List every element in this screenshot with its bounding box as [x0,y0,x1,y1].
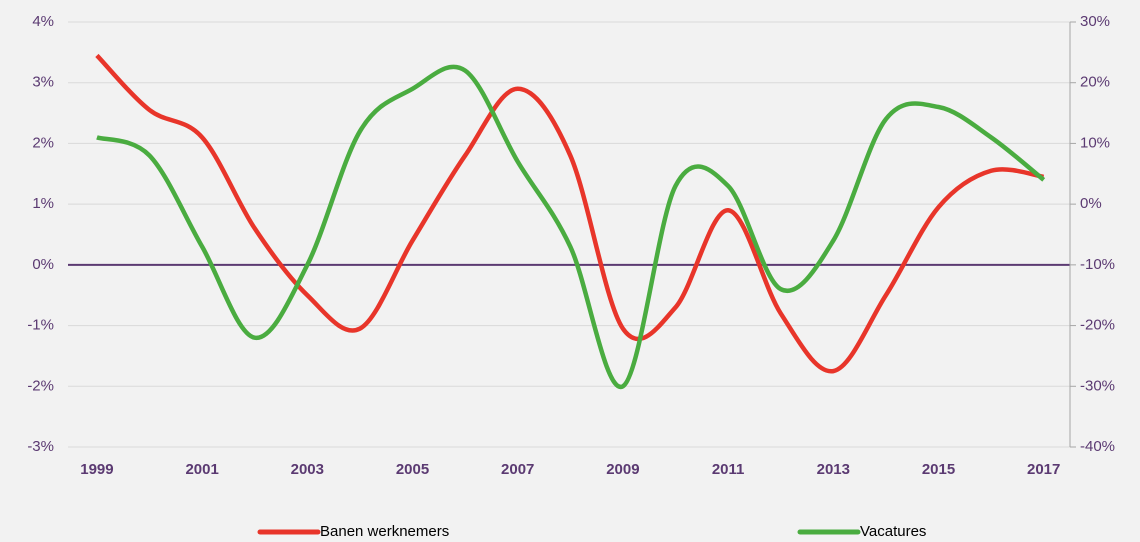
y-tick-label: -3% [27,438,54,455]
y-tick-label: 3% [32,74,54,91]
legend-label: Vacatures [860,523,926,540]
x-tick-label: 2013 [817,461,850,478]
y2-tick-label: -40% [1080,438,1115,455]
x-tick-label: 2011 [712,461,745,478]
y-tick-label: -1% [27,317,54,334]
y2-tick-label: 10% [1080,134,1110,151]
series-line [96,64,1046,389]
x-tick-label: 2007 [501,461,534,478]
x-tick-label: 2015 [922,461,955,478]
y-tick-label: 0% [32,256,54,273]
y2-tick-label: -10% [1080,256,1115,273]
x-tick-label: 2001 [185,461,218,478]
y2-tick-label: -20% [1080,317,1115,334]
y2-tick-label: 0% [1080,195,1102,212]
x-tick-label: 2005 [396,461,429,478]
x-tick-label: 2009 [606,461,639,478]
series-line [95,53,1045,374]
y-tick-label: 4% [32,13,54,30]
y2-tick-label: 20% [1080,74,1110,91]
x-tick-label: 2017 [1027,461,1060,478]
y-tick-label: -2% [27,377,54,394]
y-tick-label: 1% [32,195,54,212]
legend-label: Banen werknemers [320,523,449,540]
y2-tick-label: 30% [1080,13,1110,30]
x-tick-label: 2003 [291,461,324,478]
y-tick-label: 2% [32,134,54,151]
y2-tick-label: -30% [1080,377,1115,394]
x-tick-label: 1999 [80,461,113,478]
